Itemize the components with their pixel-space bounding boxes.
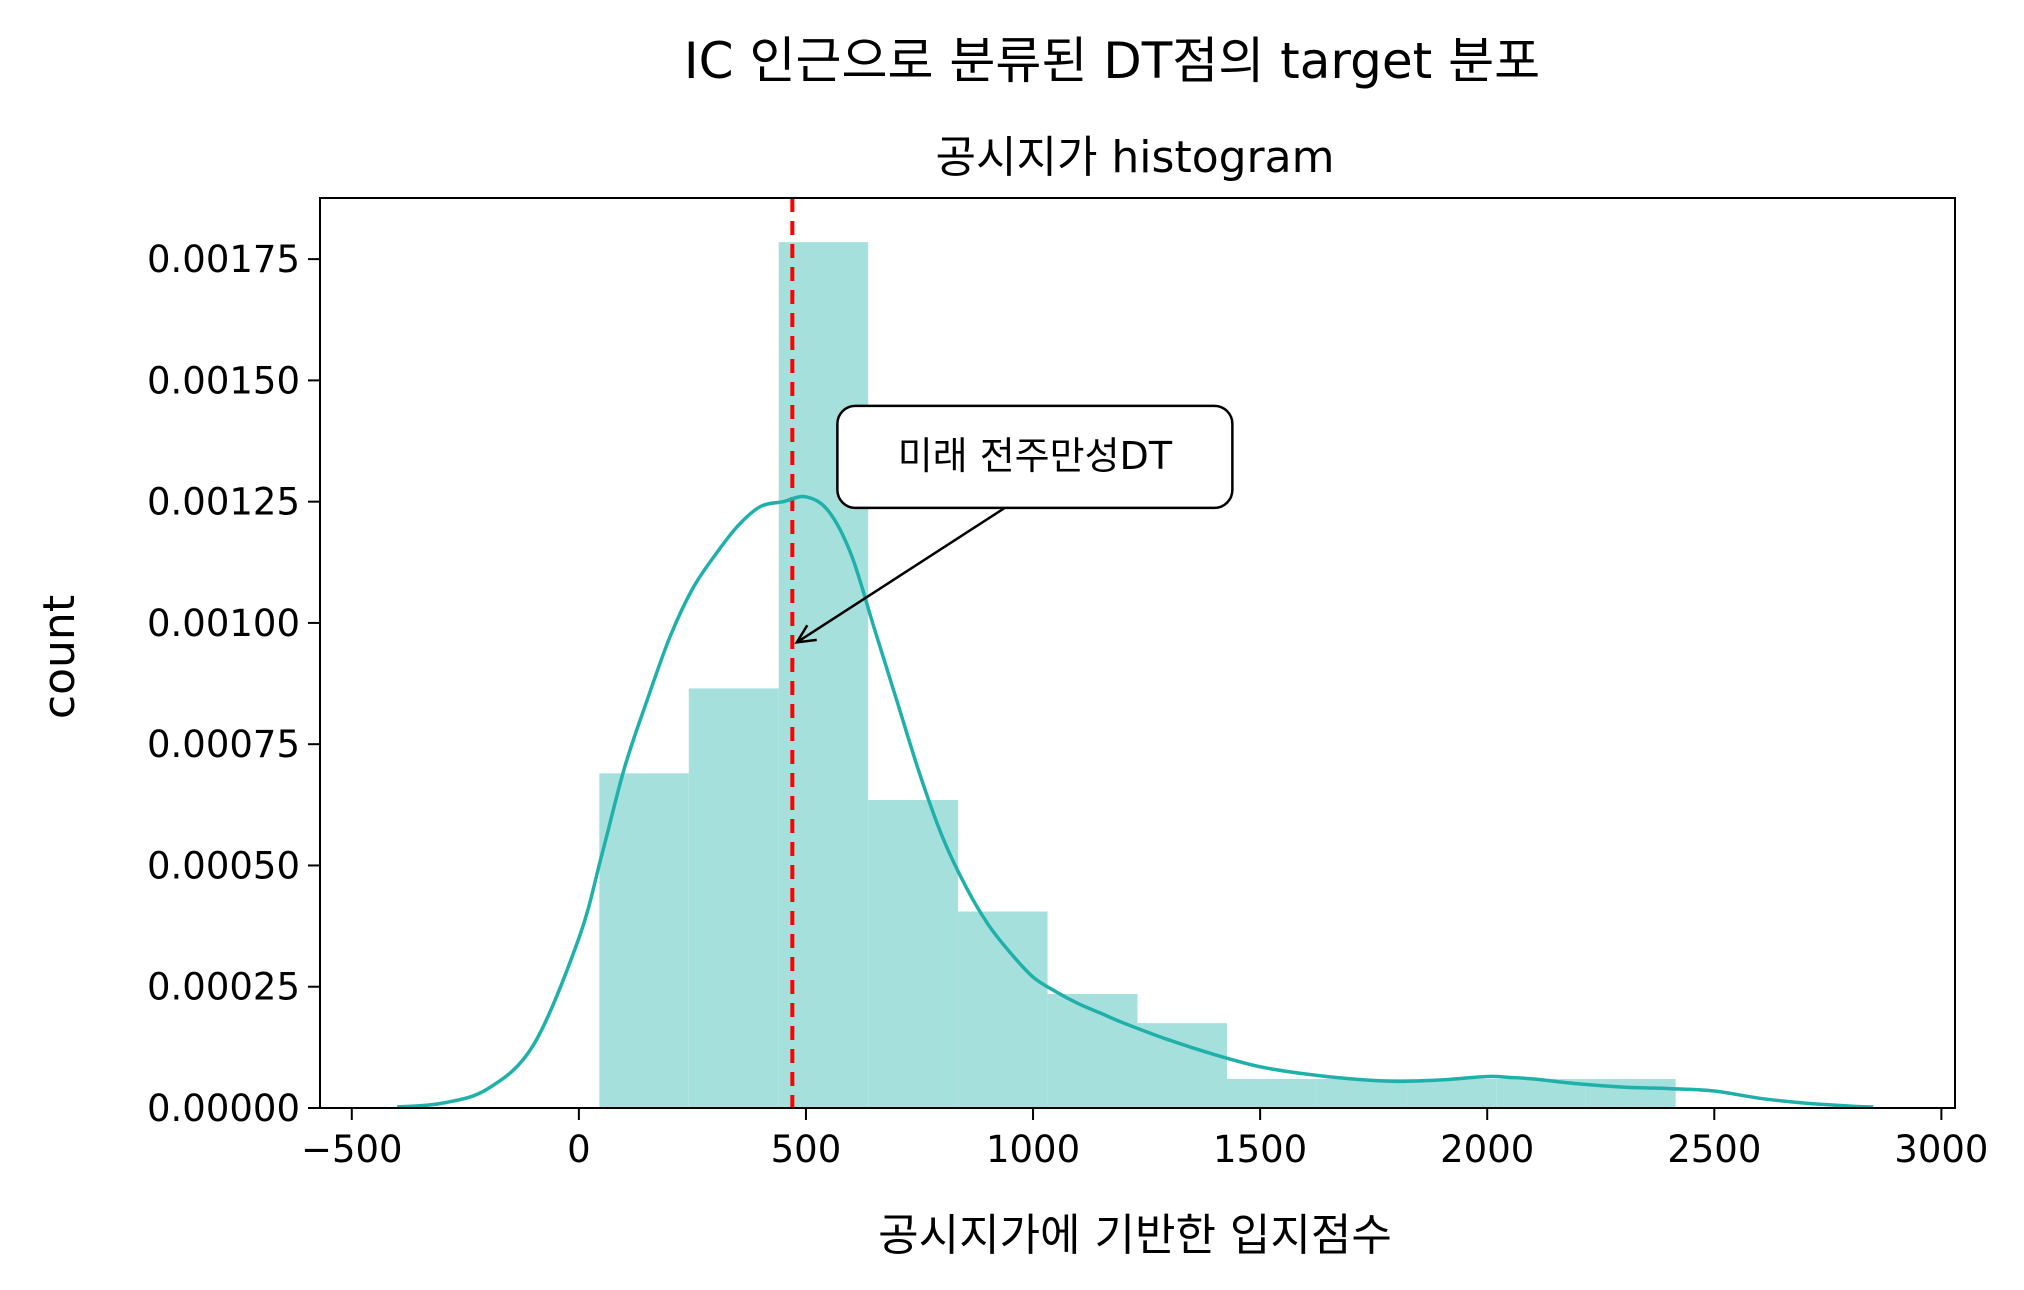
y-tick-label-7: 0.00175 [147, 238, 300, 281]
annotation-box [836, 404, 1234, 510]
histogram-bar-1 [688, 688, 779, 1108]
histogram-bar-0 [599, 773, 689, 1108]
histogram-bars [599, 242, 1676, 1108]
y-axis-ticks: 0.00000 0.00025 0.00050 0.00075 0.00100 0.001… [147, 238, 320, 1130]
histogram-bar-4 [958, 911, 1048, 1108]
y-tick-label-6: 0.00150 [147, 359, 300, 402]
y-tick-label-2: 0.00050 [147, 844, 300, 887]
chart-subtitle: 공시지가 histogram [936, 132, 1335, 183]
plot-frame [319, 197, 1956, 1109]
histogram-bar-8 [1316, 1078, 1407, 1108]
x-tick-label-4: 1500 [1213, 1128, 1307, 1171]
x-tick-label-6: 2500 [1667, 1128, 1761, 1171]
x-tick-label-0: −500 [301, 1128, 403, 1171]
y-tick-label-0: 0.00000 [147, 1087, 300, 1130]
annotation-arrow-head [794, 624, 817, 644]
histogram-bar-6 [1137, 1023, 1227, 1108]
annotation: 미래 전주만성DT [794, 404, 1234, 644]
y-tick-label-1: 0.00025 [147, 966, 300, 1009]
y-tick-label-3: 0.00075 [147, 723, 300, 766]
x-axis-label: 공시지가에 기반한 입지점수 [878, 1210, 1392, 1261]
annotation-arrow [796, 506, 1006, 644]
x-tick-label-3: 1000 [986, 1128, 1080, 1171]
histogram-bar-7 [1226, 1078, 1317, 1108]
histogram-bar-5 [1047, 994, 1138, 1108]
x-tick-label-1: 0 [567, 1128, 591, 1171]
histogram-bar-3 [868, 799, 959, 1108]
y-axis-label: count [34, 595, 85, 719]
x-tick-label-7: 3000 [1894, 1128, 1988, 1171]
annotation-text: 미래 전주만성DT [898, 434, 1173, 478]
y-tick-label-5: 0.00125 [147, 481, 300, 524]
histogram-bar-9 [1406, 1078, 1497, 1108]
y-tick-label-4: 0.00100 [147, 602, 300, 645]
kde-curve [397, 494, 1874, 1109]
x-tick-label-5: 2000 [1440, 1128, 1534, 1171]
histogram-bar-11 [1585, 1078, 1676, 1108]
x-axis-ticks: −500 0 500 1000 1500 2000 2500 3000 [301, 1108, 1988, 1171]
x-tick-label-2: 500 [771, 1128, 842, 1171]
chart-title: IC 인근으로 분류된 DT점의 target 분포 [684, 32, 1540, 90]
